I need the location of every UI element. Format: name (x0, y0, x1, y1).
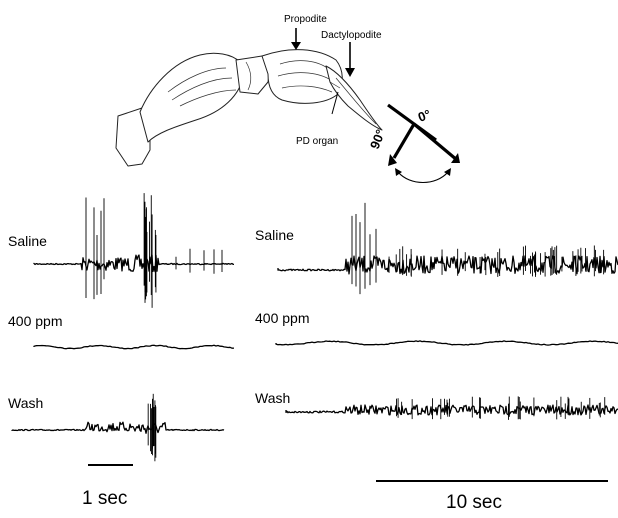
pd-organ-pointer (331, 91, 339, 115)
right-scale-label: 10 sec (446, 492, 502, 513)
right-saline-trace (277, 255, 618, 275)
rotation-arc (397, 171, 449, 184)
right-wash-label: Wash (255, 390, 290, 406)
left-drug-label: 400 ppm (8, 313, 62, 329)
left-wash-spikes (147, 393, 157, 462)
right-drug-label: 400 ppm (255, 310, 309, 326)
angle-ninety-label: 90° (367, 127, 388, 151)
leg-merus-segment (139, 52, 245, 143)
left-saline-spikes (85, 193, 223, 308)
right-wash-spikes (396, 396, 606, 420)
left-scale-label: 1 sec (82, 488, 127, 509)
leg-illustration (115, 49, 383, 167)
joint-angle-indicator (387, 103, 460, 184)
zero-degree-arrowhead (451, 153, 460, 163)
ninety-degree-arrowhead (388, 154, 397, 166)
left-400ppm-trace (33, 344, 235, 350)
anatomy-annotation-arrows (291, 28, 355, 77)
right-saline-label: Saline (255, 227, 294, 243)
left-saline-label: Saline (8, 233, 47, 249)
left-wash-trace (11, 421, 225, 434)
right-saline-spikes (351, 202, 605, 295)
left-saline-trace (33, 254, 235, 273)
right-wash-trace (285, 404, 618, 416)
dactylopodite-label: Dactylopodite (321, 30, 382, 41)
angle-zero-label: 0° (416, 106, 433, 124)
pd-organ-label: PD organ (296, 136, 338, 147)
propodite-label: Propodite (284, 14, 327, 25)
right-400ppm-trace (275, 340, 618, 346)
dactylopodite-segment (325, 65, 383, 131)
left-wash-label: Wash (8, 395, 43, 411)
